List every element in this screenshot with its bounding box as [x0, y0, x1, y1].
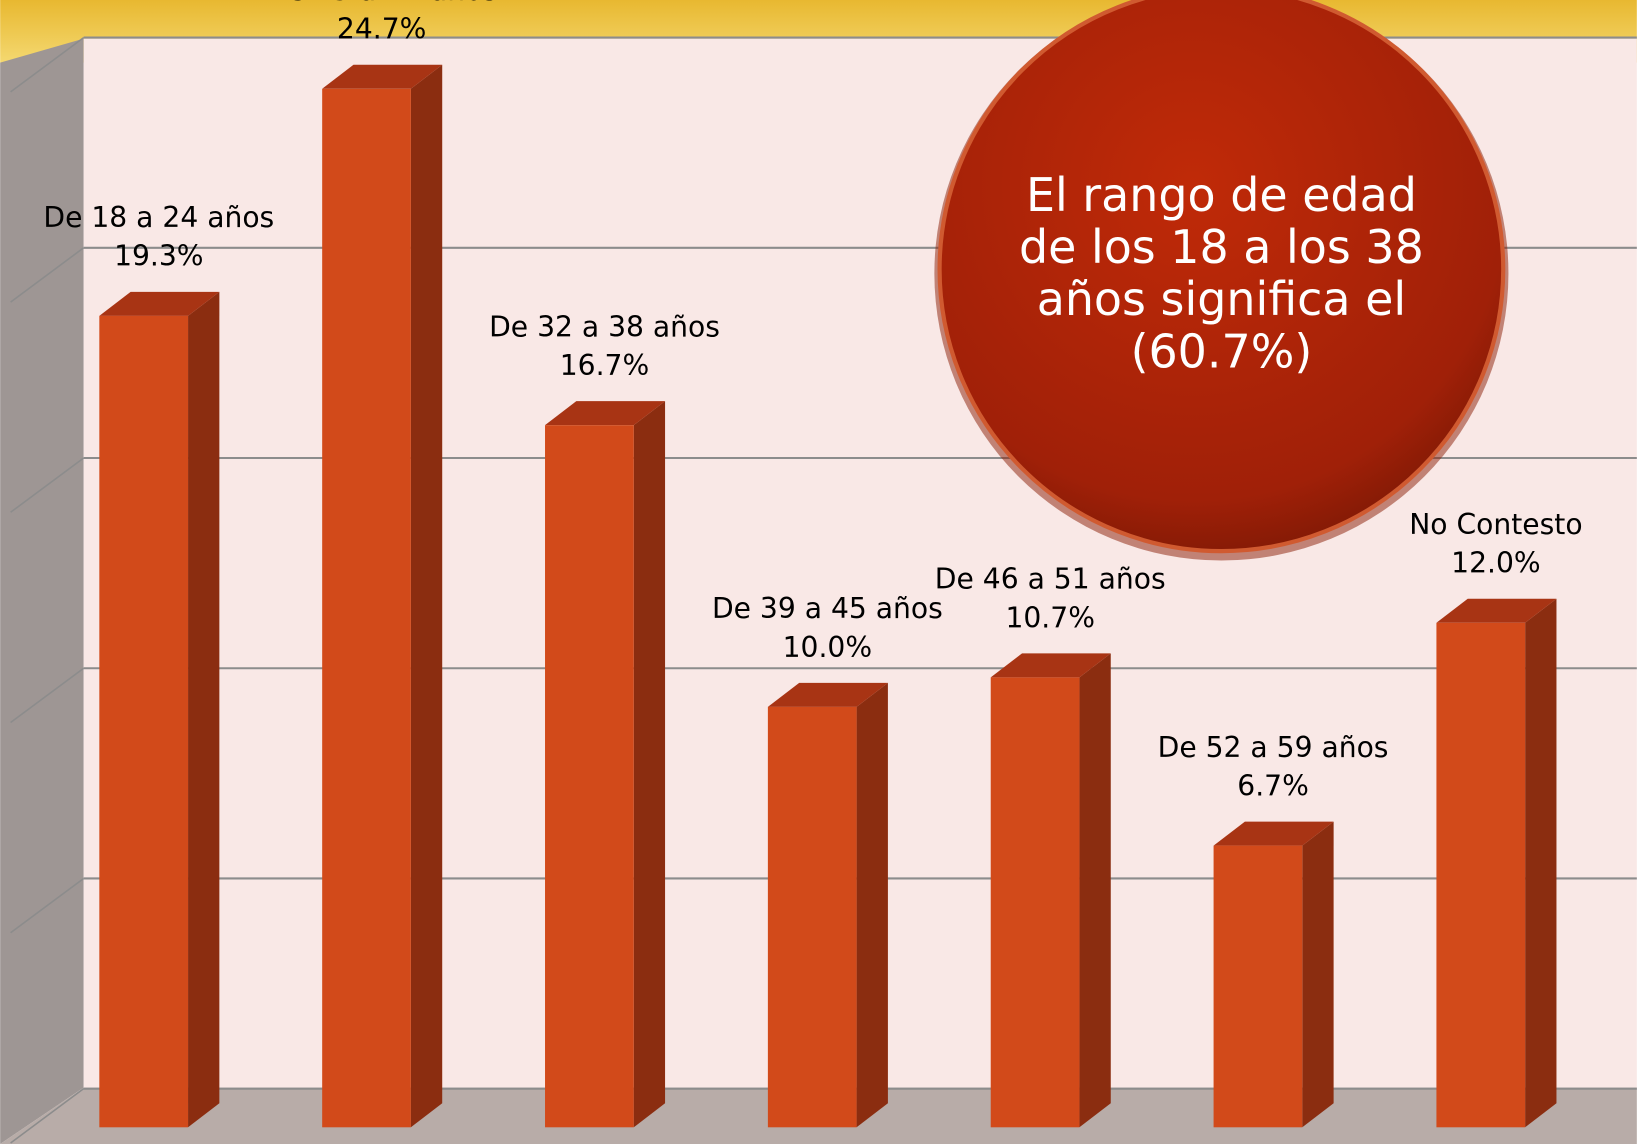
category-label: De 52 a 59 años	[1158, 731, 1389, 764]
bar-side	[856, 682, 888, 1128]
bar	[545, 401, 666, 1128]
side-grid-line	[10, 36, 85, 93]
side-grid-line	[10, 457, 85, 513]
bar-side	[633, 401, 666, 1128]
value-label: 19.3%	[114, 240, 204, 273]
bar-front	[545, 425, 634, 1128]
category-label: De 32 a 38 años	[489, 310, 720, 343]
value-label: 6.7%	[1237, 770, 1309, 803]
bar-side	[410, 64, 443, 1128]
annotation-line: (60.7%)	[1131, 324, 1313, 378]
bar	[322, 64, 443, 1128]
side-grid-line	[10, 877, 85, 934]
bar-front	[1213, 845, 1303, 1128]
annotation-disc	[937, 0, 1506, 554]
value-label: 10.7%	[1005, 601, 1094, 634]
side-wall	[0, 38, 84, 1144]
bar-front	[99, 315, 189, 1128]
value-label: 16.7%	[560, 349, 650, 382]
bar-top	[545, 401, 666, 426]
annotation-line: El rango de edad	[1026, 168, 1417, 222]
category-label: De 18 a 24 años	[43, 201, 274, 234]
bar-front	[1436, 622, 1526, 1128]
bar-side	[1079, 653, 1111, 1128]
bar-top	[767, 682, 888, 707]
bar-side	[1525, 598, 1557, 1128]
bar	[1213, 821, 1334, 1128]
side-grid-line	[10, 247, 85, 303]
bar	[767, 682, 888, 1128]
annotation-line: años significa el	[1037, 272, 1406, 326]
annotation-line: de los 18 a los 38	[1019, 220, 1424, 274]
side-grid-line	[10, 1088, 85, 1144]
value-label: 10.0%	[783, 631, 873, 664]
bar	[99, 291, 220, 1128]
category-label: De 39 a 45 años	[712, 592, 943, 625]
bar-top	[1436, 598, 1557, 623]
bar-top	[990, 653, 1111, 678]
bar-top	[322, 64, 443, 89]
value-label: 12.0%	[1451, 547, 1541, 580]
value-label: 24.7%	[337, 13, 427, 46]
category-label: De 25 a 31 años	[266, 0, 497, 7]
bar-side	[188, 291, 220, 1128]
bar-side	[1302, 821, 1334, 1128]
bar	[990, 653, 1111, 1128]
side-grid-line	[10, 667, 85, 724]
category-label: No Contesto	[1409, 508, 1582, 541]
bar-top	[99, 291, 220, 316]
bar-front	[322, 88, 411, 1128]
bar-front	[767, 706, 857, 1128]
category-label: De 46 a 51 años	[935, 563, 1166, 596]
bar	[1436, 598, 1557, 1128]
bar-top	[1213, 821, 1334, 846]
bar-front	[990, 677, 1080, 1128]
